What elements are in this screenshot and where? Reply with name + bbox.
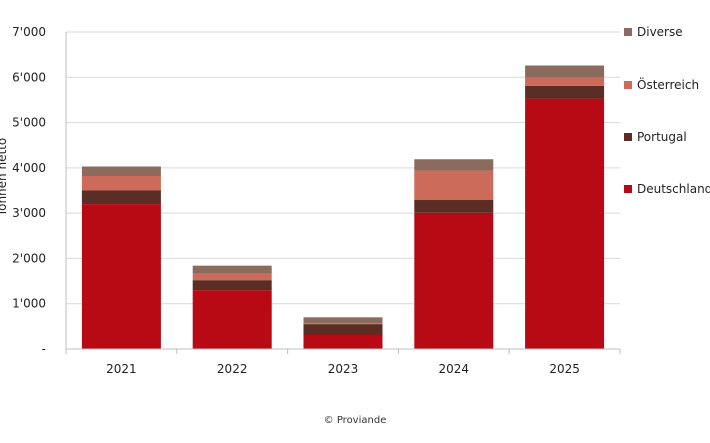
bar-segment-portugal-2021 <box>81 190 161 205</box>
axes <box>65 32 621 354</box>
y-tick-label: 3'000 <box>12 206 46 220</box>
y-tick-label: - <box>42 342 46 356</box>
bar-segment-österreich-2023 <box>303 323 383 325</box>
legend: Diverse Österreich Portugal Deutschland <box>624 25 710 196</box>
bar-segment-portugal-2023 <box>303 324 383 335</box>
y-tick-label: 2'000 <box>12 251 46 265</box>
bar-segment-diverse-2024 <box>414 159 494 171</box>
legend-swatch-österreich <box>624 81 632 89</box>
legend-swatch-portugal <box>624 133 632 141</box>
y-tick-label: 5'000 <box>12 116 46 130</box>
x-tick-labels: 2021 2022 2023 2024 2025 <box>106 362 580 376</box>
bars <box>81 65 605 349</box>
y-tick-label: 7'000 <box>12 25 46 39</box>
x-tick-label: 2022 <box>217 362 248 376</box>
bar-segment-deutschland-2023 <box>303 334 383 349</box>
x-tick-label: 2025 <box>549 362 580 376</box>
legend-swatch-deutschland <box>624 185 632 193</box>
bar-segment-deutschland-2022 <box>192 290 272 349</box>
bar-segment-deutschland-2025 <box>525 98 605 349</box>
bar-segment-österreich-2022 <box>192 273 272 281</box>
legend-label-österreich: Österreich <box>637 76 699 92</box>
bar-segment-österreich-2024 <box>414 170 494 201</box>
bar-segment-österreich-2025 <box>525 77 605 86</box>
y-tick-labels: - 1'000 2'000 3'000 4'000 5'000 6'000 7'000 <box>12 25 46 356</box>
legend-label-portugal: Portugal <box>637 130 687 144</box>
y-tick-label: 6'000 <box>12 70 46 84</box>
bar-segment-diverse-2025 <box>525 65 605 78</box>
y-tick-label: 4'000 <box>12 161 46 175</box>
bar-segment-diverse-2022 <box>192 265 272 274</box>
y-tick-label: 1'000 <box>12 297 46 311</box>
x-tick-label: 2021 <box>106 362 137 376</box>
bar-segment-portugal-2025 <box>525 85 605 99</box>
bar-segment-deutschland-2024 <box>414 212 494 349</box>
bar-segment-portugal-2024 <box>414 200 494 213</box>
legend-label-deutschland: Deutschland <box>637 182 710 196</box>
legend-swatch-diverse <box>624 28 632 36</box>
source-credit: © Proviande <box>323 415 387 426</box>
x-tick-label: 2023 <box>328 362 359 376</box>
bar-segment-deutschland-2021 <box>81 204 161 349</box>
bar-segment-portugal-2022 <box>192 280 272 291</box>
bar-segment-diverse-2023 <box>303 317 383 324</box>
x-tick-label: 2024 <box>439 362 470 376</box>
legend-label-diverse: Diverse <box>637 25 683 39</box>
bar-segment-diverse-2021 <box>81 166 161 177</box>
bar-segment-österreich-2021 <box>81 176 161 191</box>
y-axis-label: Tonnen netto <box>0 138 9 217</box>
